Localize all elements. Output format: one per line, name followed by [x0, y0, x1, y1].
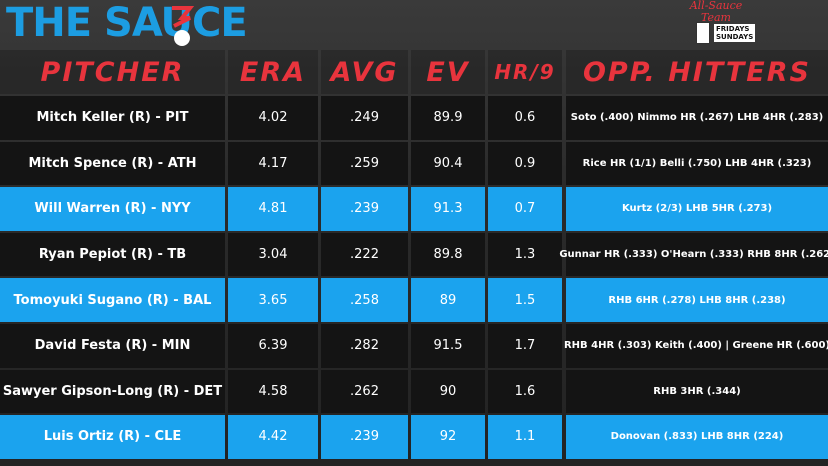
table-cell: Ryan Pepiot (R) - TB: [0, 232, 225, 277]
table-cell: 1.6: [488, 369, 562, 414]
table-cell: Sawyer Gipson-Long (R) - DET: [0, 369, 225, 414]
table-cell: 3.04: [228, 232, 318, 277]
table-cell: 1.5: [488, 278, 562, 322]
table-cell: Will Warren (R) - NYY: [0, 187, 225, 231]
column-header: HR/9: [488, 50, 562, 94]
table-cell: Donovan (.833) LHB 8HR (224): [566, 415, 828, 459]
table-cell: Mitch Keller (R) - PIT: [0, 96, 225, 140]
table-cell: 0.6: [488, 96, 562, 140]
badge-schedule: FRIDAYS SUNDAYS: [714, 24, 756, 42]
table-cell: Kurtz (2/3) LHB 5HR (.273): [566, 187, 828, 231]
table-cell: .282: [321, 324, 408, 368]
table-cell: Luis Ortiz (R) - CLE: [0, 415, 225, 459]
column-header: ERA: [228, 50, 318, 94]
table-cell: Tomoyuki Sugano (R) - BAL: [0, 278, 225, 322]
brand-stripe: [172, 6, 195, 28]
table-cell: 89: [411, 278, 485, 322]
table-cell: .259: [321, 141, 408, 186]
brand-icon: [172, 6, 195, 46]
table-cell: 90: [411, 369, 485, 414]
table-cell: Gunnar HR (.333) O'Hearn (.333) RHB 8HR …: [559, 232, 828, 277]
column-header: EV: [411, 50, 485, 94]
table-cell: Rice HR (1/1) Belli (.750) LHB 4HR (.323…: [566, 141, 828, 186]
table-cell: 1.7: [488, 324, 562, 368]
table-cell: .222: [321, 232, 408, 277]
badge-line: FRIDAYS: [716, 25, 750, 33]
table-cell: 4.02: [228, 96, 318, 140]
table-cell: RHB 6HR (.278) LHB 8HR (.238): [566, 278, 828, 322]
table-cell: 1.1: [488, 415, 562, 459]
table-cell: 1.3: [488, 232, 562, 277]
table-cell: .262: [321, 369, 408, 414]
column-header: OPP. HITTERS: [566, 50, 828, 94]
table-cell: .239: [321, 187, 408, 231]
table-cell: .249: [321, 96, 408, 140]
badge-title: All-Sauce Team: [689, 0, 743, 24]
table-cell: 89.9: [411, 96, 485, 140]
league-logo: [696, 22, 710, 44]
table-cell: David Festa (R) - MIN: [0, 324, 225, 368]
badge-line: SUNDAYS: [716, 33, 754, 41]
table-cell: Soto (.400) Nimmo HR (.267) LHB 4HR (.28…: [566, 96, 828, 140]
table-cell: 4.17: [228, 141, 318, 186]
table-cell: 3.65: [228, 278, 318, 322]
table-cell: 92: [411, 415, 485, 459]
table-cell: 0.7: [488, 187, 562, 231]
table-cell: Mitch Spence (R) - ATH: [0, 141, 225, 186]
table-cell: 4.81: [228, 187, 318, 231]
table-cell: RHB 3HR (.344): [566, 369, 828, 414]
brand-title: THE SAUCE: [6, 0, 248, 46]
table-cell: 4.42: [228, 415, 318, 459]
column-header: AVG: [321, 50, 408, 94]
table-cell: 89.8: [411, 232, 485, 277]
baseball: [174, 30, 190, 46]
table-cell: .239: [321, 415, 408, 459]
table-cell: 4.58: [228, 369, 318, 414]
table-cell: RHB 4HR (.303) Keith (.400) | Greene HR …: [564, 324, 828, 368]
table-cell: 0.9: [488, 141, 562, 186]
table-cell: .258: [321, 278, 408, 322]
table-cell: 90.4: [411, 141, 485, 186]
table-cell: 91.5: [411, 324, 485, 368]
column-header: PITCHER: [0, 50, 225, 94]
table-cell: 6.39: [228, 324, 318, 368]
table-cell: 91.3: [411, 187, 485, 231]
